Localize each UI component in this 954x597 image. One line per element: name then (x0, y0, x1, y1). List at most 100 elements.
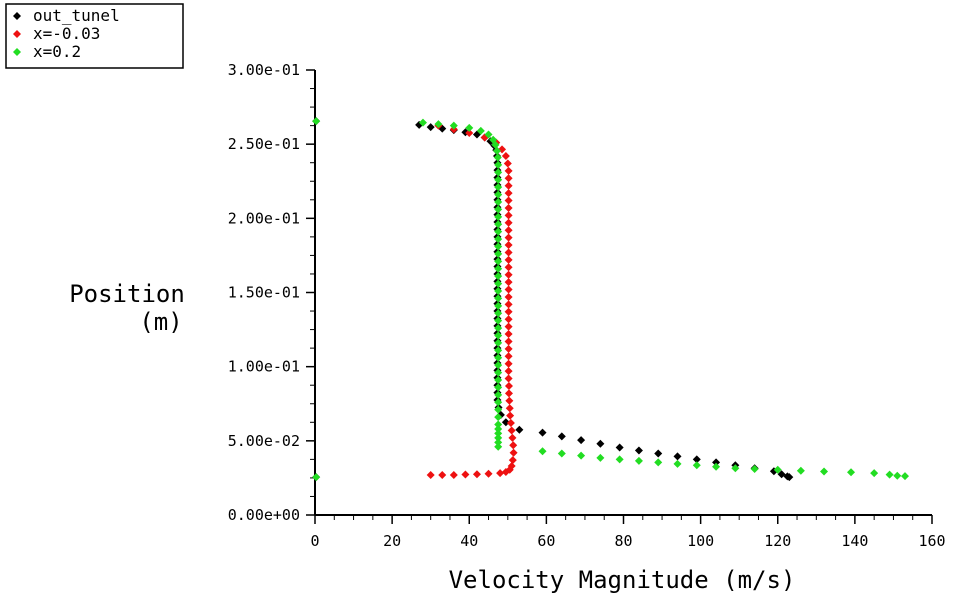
y-axis-title-line1: Position (69, 280, 185, 308)
data-point (654, 458, 663, 467)
data-point (449, 470, 458, 479)
data-point (515, 425, 524, 434)
data-point (557, 449, 566, 458)
data-point (504, 344, 513, 353)
series-1 (426, 121, 518, 479)
data-point (494, 272, 503, 281)
x-tick-label: 100 (687, 532, 714, 550)
x-tick-label: 60 (537, 532, 555, 550)
data-point (501, 418, 510, 427)
data-point (634, 456, 643, 465)
y-tick-label: 5.00e-02 (228, 432, 300, 450)
data-point (312, 117, 321, 126)
data-point (796, 466, 805, 475)
y-tick-label: 2.50e-01 (228, 135, 300, 153)
series-layer (312, 117, 910, 482)
data-point (504, 189, 513, 198)
data-point (472, 470, 481, 479)
data-point (504, 389, 513, 398)
data-point (504, 241, 513, 250)
data-point (508, 456, 517, 465)
data-point (494, 279, 503, 288)
data-point (557, 432, 566, 441)
data-point (494, 168, 503, 177)
data-point (494, 438, 503, 447)
data-point (870, 469, 879, 478)
data-point (654, 449, 663, 458)
data-point (504, 174, 513, 183)
data-point (494, 346, 503, 355)
data-point (494, 316, 503, 325)
legend-label: x=0.2 (33, 42, 81, 61)
data-point (494, 212, 503, 221)
data-point (494, 420, 503, 429)
data-point (596, 439, 605, 448)
data-point (785, 473, 794, 482)
data-point (538, 428, 547, 437)
data-point (847, 468, 856, 477)
data-point (494, 383, 503, 392)
data-point (494, 331, 503, 340)
data-point (426, 123, 435, 132)
data-point (494, 353, 503, 362)
data-point (494, 183, 503, 192)
data-point (504, 211, 513, 220)
data-point (494, 198, 503, 207)
data-point (504, 307, 513, 316)
data-point (426, 470, 435, 479)
data-point (509, 448, 518, 457)
data-point (494, 390, 503, 399)
data-point (494, 257, 503, 266)
data-point (494, 429, 503, 438)
data-point (418, 118, 427, 127)
x-tick-label: 120 (764, 532, 791, 550)
data-point (503, 159, 512, 168)
data-point (449, 121, 458, 130)
data-point (494, 338, 503, 347)
data-point (491, 140, 500, 149)
data-point (504, 166, 513, 175)
data-point (504, 374, 513, 383)
data-point (494, 160, 503, 169)
data-point (692, 455, 701, 464)
data-point (777, 470, 786, 479)
data-point (507, 426, 516, 435)
data-point (501, 152, 510, 161)
data-point (494, 294, 503, 303)
data-point (673, 452, 682, 461)
data-point (577, 451, 586, 460)
data-point (494, 227, 503, 236)
data-point (504, 381, 513, 390)
data-point (615, 443, 624, 452)
data-point (504, 359, 513, 368)
data-point (505, 404, 514, 413)
data-point (504, 285, 513, 294)
data-point (494, 424, 503, 433)
data-point (476, 126, 485, 135)
data-point (712, 458, 721, 467)
data-point (494, 398, 503, 407)
data-point (577, 436, 586, 445)
y-tick-label: 1.50e-01 (228, 284, 300, 302)
y-tick-label: 3.00e-01 (228, 61, 300, 79)
data-point (634, 446, 643, 455)
x-axis-title: Velocity Magnitude (m/s) (449, 566, 796, 594)
data-point (494, 442, 503, 451)
data-point (494, 242, 503, 251)
data-point (504, 315, 513, 324)
data-point (773, 465, 782, 474)
series-0 (312, 117, 794, 482)
data-point (504, 255, 513, 264)
data-point (750, 465, 759, 474)
data-point (494, 405, 503, 414)
data-point (494, 249, 503, 258)
legend-box (5, 3, 184, 69)
x-ticks: 0 20 40 60 80 100 120 140 160 (310, 515, 946, 550)
data-point (496, 469, 505, 478)
data-point (508, 433, 517, 442)
data-point (673, 459, 682, 468)
x-tick-label: 0 (310, 532, 319, 550)
